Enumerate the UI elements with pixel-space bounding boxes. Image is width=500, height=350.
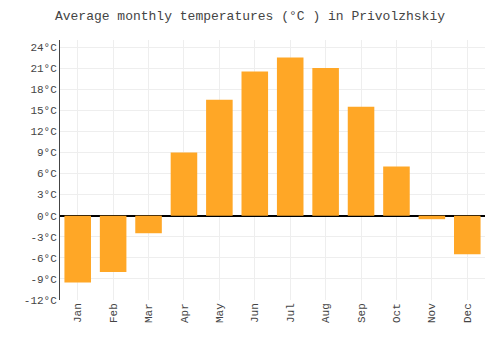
svg-text:May: May <box>214 303 226 323</box>
svg-text:Oct: Oct <box>391 303 403 323</box>
svg-text:Dec: Dec <box>462 303 474 323</box>
svg-text:Mar: Mar <box>143 303 155 323</box>
svg-text:-9°C: -9°C <box>30 274 57 286</box>
svg-text:3°C: 3°C <box>37 189 57 201</box>
svg-text:15°C: 15°C <box>30 105 57 117</box>
svg-text:9°C: 9°C <box>37 147 57 159</box>
svg-text:Nov: Nov <box>426 303 438 323</box>
svg-text:Jul: Jul <box>285 303 297 323</box>
svg-text:24°C: 24°C <box>30 42 57 54</box>
svg-text:Average monthly temperatures (: Average monthly temperatures (°C ) in Pr… <box>55 9 445 24</box>
svg-text:Feb: Feb <box>108 303 120 323</box>
svg-text:0°C: 0°C <box>37 211 57 223</box>
svg-text:Aug: Aug <box>320 303 332 323</box>
svg-text:Jan: Jan <box>72 303 84 323</box>
svg-text:-12°C: -12°C <box>24 295 57 307</box>
svg-text:6°C: 6°C <box>37 168 57 180</box>
svg-text:-6°C: -6°C <box>30 253 57 265</box>
svg-text:Apr: Apr <box>179 303 191 323</box>
svg-text:21°C: 21°C <box>30 63 57 75</box>
svg-text:Sep: Sep <box>356 303 368 323</box>
svg-text:12°C: 12°C <box>30 126 57 138</box>
svg-text:-3°C: -3°C <box>30 232 57 244</box>
svg-text:18°C: 18°C <box>30 84 57 96</box>
svg-text:Jun: Jun <box>249 303 261 323</box>
